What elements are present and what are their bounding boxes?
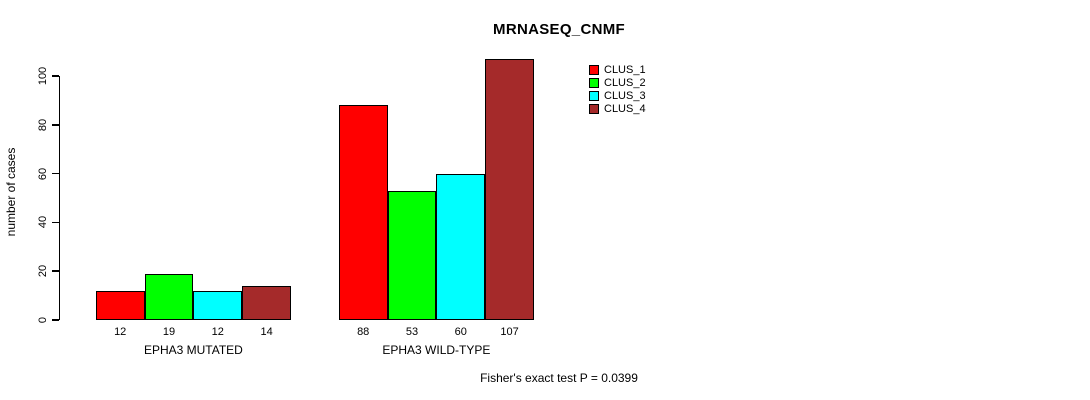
- y-axis-tick-label: 80: [37, 118, 49, 131]
- y-axis-tick: [52, 270, 59, 272]
- legend-swatch: [589, 90, 599, 101]
- legend-swatch: [589, 77, 599, 88]
- bar-value-label: 14: [260, 326, 273, 338]
- y-axis-tick-label: 60: [37, 167, 49, 180]
- bar-clus-3: [193, 290, 243, 320]
- y-axis-tick-label: 0: [37, 316, 49, 324]
- stat-annotation: Fisher's exact test P = 0.0399: [480, 371, 638, 385]
- bar-clus-2: [387, 190, 437, 320]
- bar-clus-1: [338, 105, 388, 320]
- y-axis-tick: [52, 221, 59, 224]
- bar-value-label: 12: [211, 326, 224, 338]
- legend-swatch: [589, 64, 599, 75]
- y-axis-tick: [52, 172, 59, 175]
- y-axis-tick: [52, 319, 59, 321]
- legend-item-clus-1: CLUS_1: [589, 63, 646, 76]
- y-axis-tick: [52, 75, 59, 77]
- y-axis-tick-label: 20: [37, 265, 49, 278]
- bar-clus-2: [144, 273, 194, 320]
- bar-value-label: 88: [357, 326, 370, 338]
- y-axis-tick: [52, 124, 59, 126]
- bar-value-label: 19: [162, 326, 176, 338]
- bar-clus-4: [242, 285, 291, 320]
- legend-label: CLUS_2: [604, 76, 646, 89]
- legend-label: CLUS_1: [604, 63, 646, 76]
- bar-value-label: 60: [454, 326, 467, 338]
- y-axis-label: number of cases: [4, 147, 18, 237]
- bar-clus-3: [436, 173, 486, 320]
- x-group-label: EPHA3 WILD-TYPE: [382, 343, 491, 357]
- y-axis-tick-label: 100: [37, 66, 49, 86]
- legend-label: CLUS_4: [604, 102, 646, 115]
- x-group-label: EPHA3 MUTATED: [143, 343, 243, 357]
- legend-item-clus-2: CLUS_2: [589, 76, 646, 89]
- bar-value-label: 107: [500, 326, 519, 338]
- y-axis-line: [58, 76, 60, 320]
- legend-label: CLUS_3: [604, 89, 646, 102]
- chart-title: MRNASEQ_CNMF: [493, 21, 625, 38]
- legend-item-clus-3: CLUS_3: [589, 89, 646, 102]
- legend-item-clus-4: CLUS_4: [589, 102, 646, 115]
- legend-swatch: [589, 103, 599, 114]
- bar-clus-4: [485, 58, 534, 320]
- bar-value-label: 12: [114, 326, 127, 338]
- bar-value-label: 53: [405, 326, 419, 338]
- bar-clus-1: [95, 290, 145, 320]
- legend: CLUS_1 CLUS_2 CLUS_3 CLUS_4: [589, 63, 646, 115]
- y-axis-tick-label: 40: [37, 216, 49, 229]
